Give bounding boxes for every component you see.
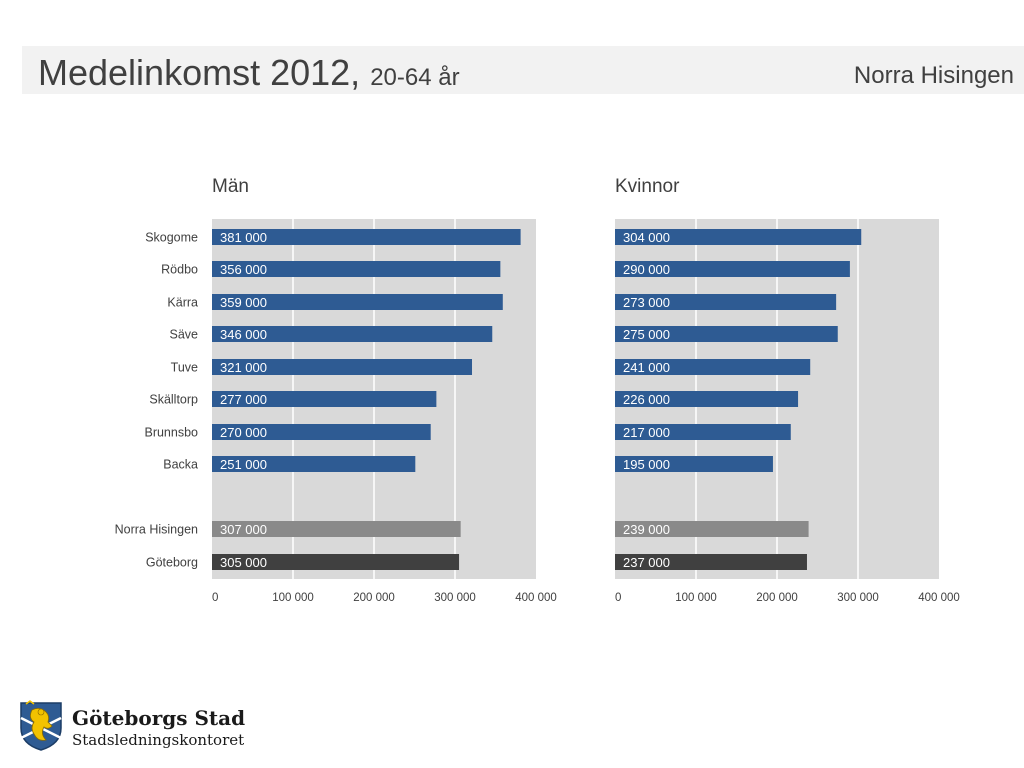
- category-label: Säve: [170, 328, 199, 342]
- category-label: Rödbo: [161, 263, 198, 277]
- x-tick-label: 100 000: [675, 592, 717, 604]
- category-label: Kärra: [167, 296, 198, 310]
- x-tick-label: 300 000: [434, 592, 476, 604]
- bar: [615, 326, 838, 342]
- bar-value-label: 239 000: [623, 522, 670, 537]
- category-label: Göteborg: [146, 556, 198, 570]
- bar-value-label: 356 000: [220, 262, 267, 277]
- x-tick-label: 0: [615, 592, 621, 604]
- bar-value-label: 237 000: [623, 555, 670, 570]
- x-tick-label: 200 000: [756, 592, 798, 604]
- bar-value-label: 277 000: [220, 392, 267, 407]
- bar-value-label: 273 000: [623, 295, 670, 310]
- title-accent: [0, 46, 22, 94]
- bar: [212, 359, 473, 375]
- bar-value-label: 321 000: [220, 360, 267, 375]
- page-title-subtitle: 20-64 år: [370, 64, 460, 91]
- footer-logo: Göteborgs Stad Stadsledningskontoret: [18, 700, 258, 756]
- category-label: Skälltorp: [149, 393, 198, 407]
- bar: [212, 261, 501, 277]
- bar: [615, 294, 837, 310]
- department-name: Stadsledningskontoret: [72, 731, 245, 749]
- x-tick-label: 0: [212, 592, 218, 604]
- x-tick-label: 300 000: [837, 592, 879, 604]
- category-label: Tuve: [171, 361, 198, 375]
- gothenburg-coat-of-arms-icon: [20, 700, 62, 751]
- x-tick-label: 400 000: [918, 592, 960, 604]
- bar-value-label: 195 000: [623, 457, 670, 472]
- bar: [615, 229, 862, 245]
- category-label: Norra Hisingen: [115, 523, 198, 537]
- bar-value-label: 381 000: [220, 230, 267, 245]
- category-label: Skogome: [145, 231, 198, 245]
- charts-area: Män 381 000 Skogome 356 000 Rödbo 359 000 Kärr…: [115, 176, 960, 604]
- bar-value-label: 290 000: [623, 262, 670, 277]
- bar: [615, 359, 811, 375]
- bar: [212, 229, 521, 245]
- bar: [615, 456, 773, 472]
- chart-title: Kvinnor: [615, 176, 680, 197]
- page-title-main: Medelinkomst 2012,: [38, 52, 361, 93]
- org-name: Göteborgs Stad: [72, 706, 246, 730]
- bar: [212, 391, 437, 407]
- bar: [615, 261, 850, 277]
- bar: [615, 554, 807, 570]
- bar-value-label: 217 000: [623, 425, 670, 440]
- bar: [212, 554, 460, 570]
- bar: [212, 424, 431, 440]
- bar: [615, 424, 791, 440]
- x-tick-label: 200 000: [353, 592, 395, 604]
- bar-value-label: 251 000: [220, 457, 267, 472]
- bar-value-label: 241 000: [623, 360, 670, 375]
- bar-value-label: 346 000: [220, 327, 267, 342]
- bar: [212, 521, 461, 537]
- bar-value-label: 307 000: [220, 522, 267, 537]
- chart-women: Kvinnor 304 000 290 000 273 000 275 000 241 0…: [615, 176, 960, 604]
- bar-value-label: 270 000: [220, 425, 267, 440]
- bar: [212, 326, 493, 342]
- x-tick-label: 400 000: [515, 592, 557, 604]
- bar: [615, 521, 809, 537]
- bar: [212, 294, 503, 310]
- category-label: Backa: [163, 458, 198, 472]
- chart-men: Män 381 000 Skogome 356 000 Rödbo 359 000 Kärr…: [115, 176, 557, 604]
- region-name: Norra Hisingen: [853, 62, 1014, 89]
- bar-value-label: 304 000: [623, 230, 670, 245]
- bar-value-label: 275 000: [623, 327, 670, 342]
- page-title: Medelinkomst 2012, 20-64 år: [38, 52, 460, 94]
- title-bar: Medelinkomst 2012, 20-64 år Norra Hising…: [0, 46, 1024, 94]
- bar: [212, 456, 416, 472]
- category-label: Brunnsbo: [144, 426, 198, 440]
- bar: [615, 391, 799, 407]
- x-tick-label: 100 000: [272, 592, 314, 604]
- bar-value-label: 359 000: [220, 295, 267, 310]
- bar-value-label: 305 000: [220, 555, 267, 570]
- chart-title: Män: [212, 176, 249, 197]
- bar-value-label: 226 000: [623, 392, 670, 407]
